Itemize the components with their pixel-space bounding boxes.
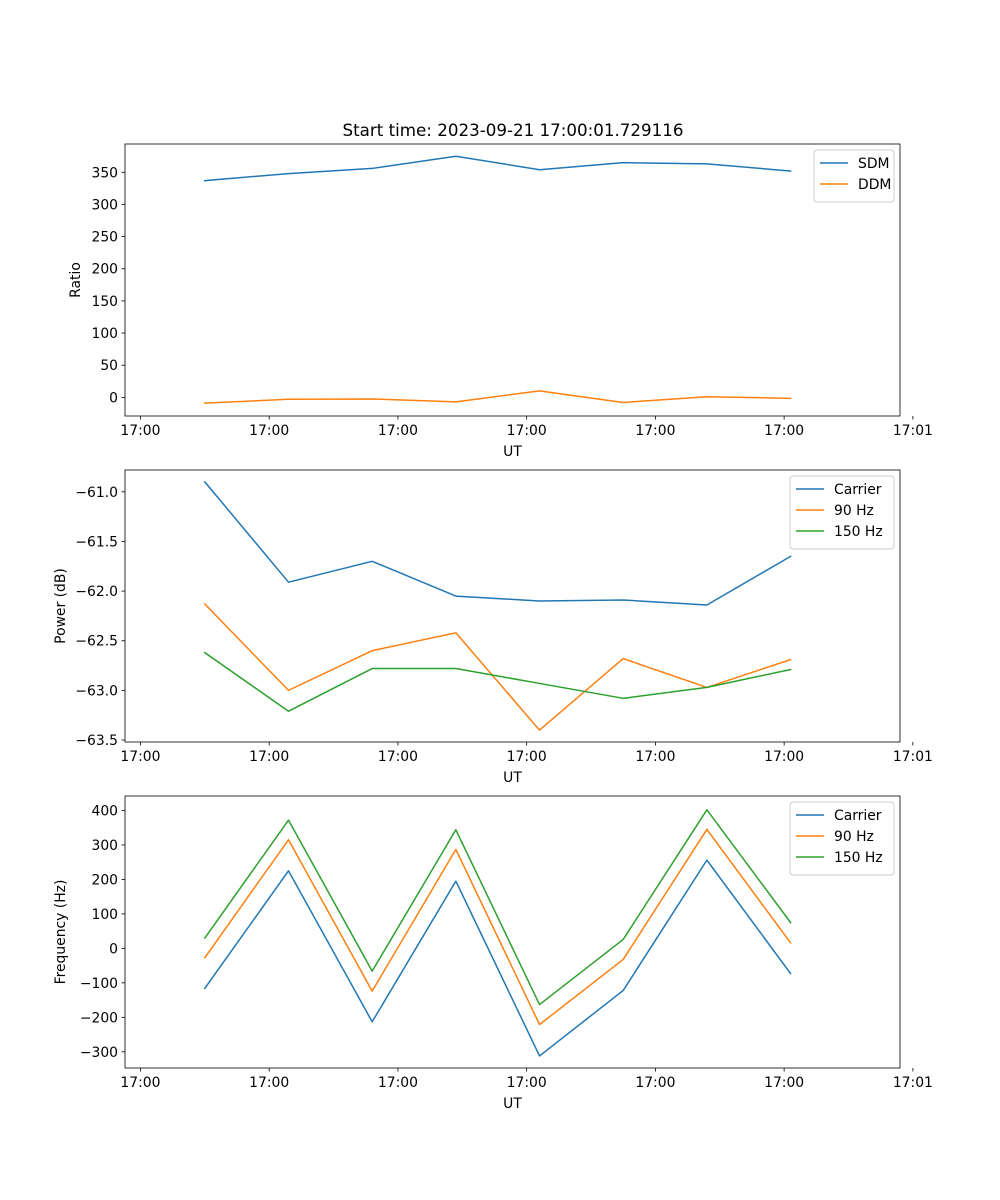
series-line-150-hz <box>203 809 792 1006</box>
x-tick-label: 17:00 <box>635 749 675 765</box>
y-tick-label: 0 <box>109 390 118 406</box>
legend-label: 150 Hz <box>834 850 883 866</box>
y-axis-label: Ratio <box>68 262 84 298</box>
series-line-90-hz <box>203 602 792 731</box>
y-tick-label: −100 <box>80 976 118 992</box>
y-axis-label: Frequency (Hz) <box>53 880 69 985</box>
x-tick-label: 17:00 <box>635 1075 675 1091</box>
y-tick-label: −63.5 <box>75 733 118 749</box>
x-tick-label: 17:00 <box>120 423 160 439</box>
x-tick-label: 17:01 <box>893 1075 933 1091</box>
y-tick-label: −61.0 <box>75 485 118 501</box>
x-tick-label: 17:00 <box>378 749 418 765</box>
x-axis-label: UT <box>503 770 522 786</box>
y-tick-label: 300 <box>91 197 118 213</box>
legend: SDM DDM <box>813 149 895 203</box>
legend-label: Carrier <box>834 808 882 824</box>
y-tick-label: −61.5 <box>75 534 118 550</box>
x-tick-label: 17:00 <box>507 423 547 439</box>
y-tick-label: 250 <box>91 230 118 246</box>
axes-frame <box>124 143 901 417</box>
y-tick-label: 100 <box>91 907 118 923</box>
series-line-90-hz <box>203 828 792 1026</box>
x-tick-label: 17:00 <box>507 749 547 765</box>
x-tick-label: 17:01 <box>893 423 933 439</box>
legend: Carrier 90 Hz 150 Hz <box>789 475 895 550</box>
y-tick-label: −63.0 <box>75 683 118 699</box>
y-tick-label: 200 <box>91 262 118 278</box>
x-tick-label: 17:00 <box>635 423 675 439</box>
series-line-carrier <box>203 859 792 1057</box>
x-axis-label: UT <box>503 1096 522 1112</box>
series-line-sdm <box>204 155 792 182</box>
legend-label: Carrier <box>834 482 882 498</box>
y-tick-label: −62.5 <box>75 634 118 650</box>
y-tick-label: 50 <box>100 358 118 374</box>
x-tick-label: 17:00 <box>764 423 804 439</box>
figure-title: Start time: 2023-09-21 17:00:01.729116 <box>343 120 684 140</box>
y-tick-label: −200 <box>80 1010 118 1026</box>
axes-frame <box>124 795 901 1069</box>
x-tick-label: 17:00 <box>249 423 289 439</box>
axes-frame <box>124 469 901 743</box>
legend: Carrier 90 Hz 150 Hz <box>789 801 895 876</box>
x-tick-label: 17:00 <box>120 749 160 765</box>
series-line-150-hz <box>203 651 792 712</box>
y-tick-label: 400 <box>91 803 118 819</box>
legend-label: SDM <box>858 156 890 172</box>
subplot-1: 17:00 17:00 17:00 17:00 17:00 17:00 17:01 0 50 10… <box>68 143 933 460</box>
x-axis-label: UT <box>503 444 522 460</box>
y-tick-label: 100 <box>91 326 118 342</box>
y-tick-label: −62.0 <box>75 584 118 600</box>
x-tick-label: 17:00 <box>378 1075 418 1091</box>
x-tick-label: 17:01 <box>893 749 933 765</box>
x-tick-label: 17:00 <box>507 1075 547 1091</box>
legend-label: 150 Hz <box>834 524 883 540</box>
x-tick-label: 17:00 <box>120 1075 160 1091</box>
series-line-ddm <box>204 390 792 404</box>
x-tick-label: 17:00 <box>764 1075 804 1091</box>
y-tick-label: 300 <box>91 838 118 854</box>
y-tick-label: 200 <box>91 872 118 888</box>
y-tick-label: 0 <box>109 941 118 957</box>
x-tick-label: 17:00 <box>764 749 804 765</box>
subplot-3: 17:00 17:00 17:00 17:00 17:00 17:00 17:01 −300 −… <box>53 795 933 1112</box>
y-tick-label: 350 <box>91 165 118 181</box>
y-axis-label: Power (dB) <box>53 568 69 644</box>
y-tick-label: −300 <box>80 1045 118 1061</box>
legend-label: DDM <box>858 177 891 193</box>
legend-label: 90 Hz <box>834 503 874 519</box>
x-tick-label: 17:00 <box>249 1075 289 1091</box>
series-line-carrier <box>203 480 792 606</box>
x-tick-label: 17:00 <box>249 749 289 765</box>
legend-label: 90 Hz <box>834 829 874 845</box>
y-tick-label: 150 <box>91 294 118 310</box>
subplot-2: 17:00 17:00 17:00 17:00 17:00 17:00 17:01 −61.0… <box>53 469 933 786</box>
x-tick-label: 17:00 <box>378 423 418 439</box>
